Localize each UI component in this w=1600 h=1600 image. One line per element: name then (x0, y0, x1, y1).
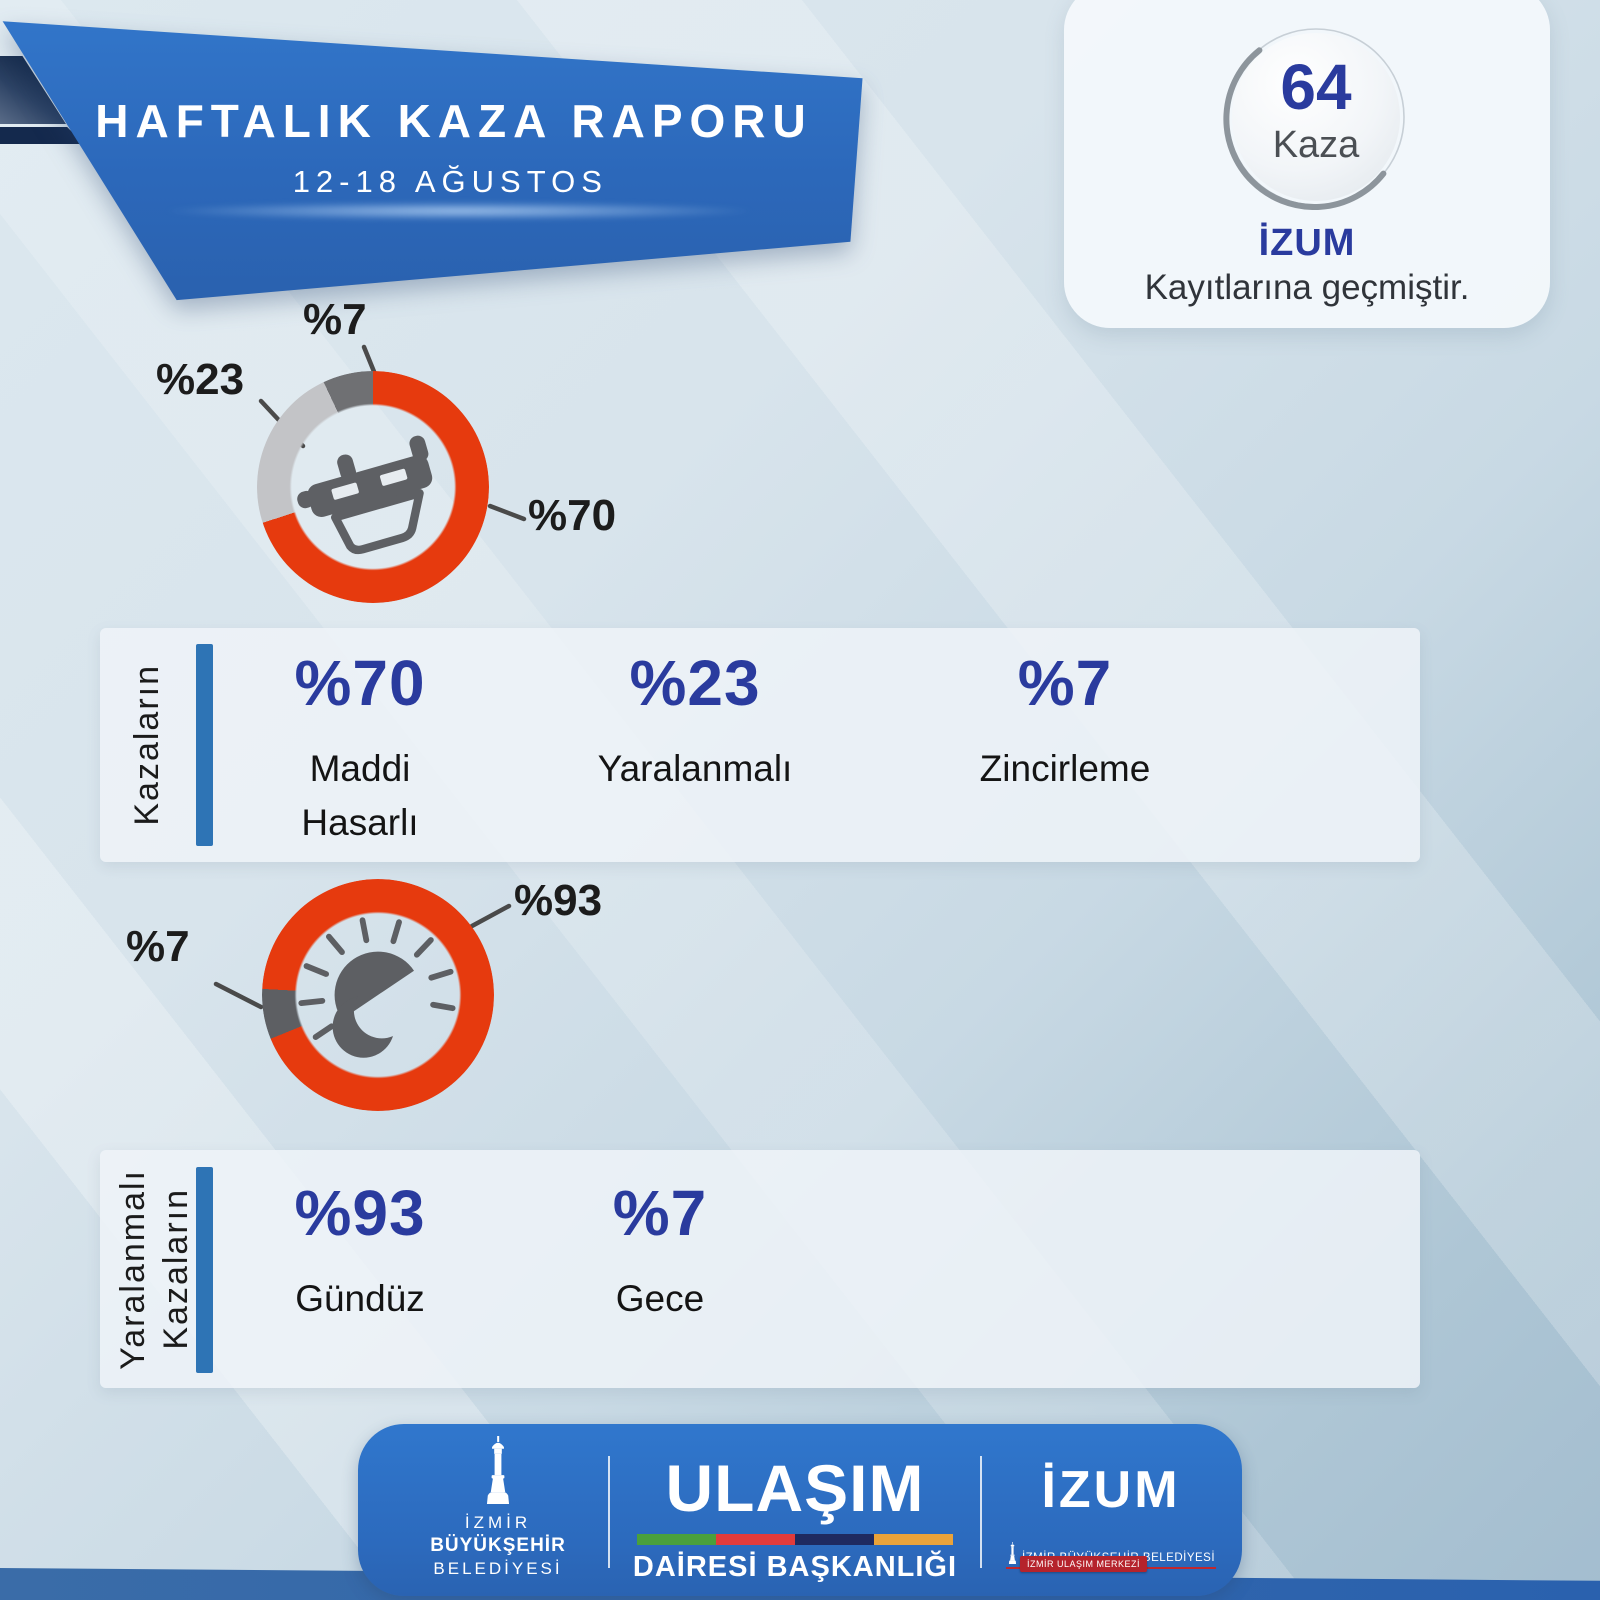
footer-logo-bar: İZMİR BÜYÜKŞEHİR BELEDİYESİ ULAŞIM DAİRE… (358, 1424, 1242, 1596)
panel2-side-label-line2: Kazaların (157, 1188, 195, 1350)
header-banner: HAFTALIK KAZA RAPORU 12-18 AĞUSTOS (0, 14, 866, 306)
dept-title: ULAŞIM (665, 1451, 925, 1525)
summary-card: 64 Kaza İZUM Kayıtlarına geçmiştir. (1064, 0, 1550, 328)
bar-segment-gold (874, 1534, 954, 1545)
accident-count-unit: Kaza (1272, 124, 1360, 166)
stat-value: %7 (612, 1177, 708, 1249)
callout-gece-pct: %7 (126, 922, 190, 971)
stat-value: %70 (294, 647, 426, 719)
clock-tower-icon (1008, 1542, 1017, 1564)
bar-segment-green (636, 1534, 716, 1545)
panel1-side-label: Kazaların (128, 664, 166, 826)
stat-label-line: Hasarlı (301, 801, 419, 843)
crescent-moon-shape (332, 995, 395, 1058)
accident-count: 64 (1280, 51, 1352, 123)
day-night-donut-chart: %7 %93 (110, 860, 730, 1160)
stat-yaralanmali: %23 Yaralanmalı (530, 646, 860, 796)
muni-line-belediyesi: BELEDİYESİ (433, 1559, 563, 1578)
header-banner-shape: HAFTALIK KAZA RAPORU 12-18 AĞUSTOS (2, 21, 863, 301)
report-date-range: 12-18 AĞUSTOS (292, 164, 608, 199)
stat-value: %93 (294, 1177, 426, 1249)
dept-color-bar (636, 1534, 954, 1545)
izmir-municipality-logo: İZMİR BÜYÜKŞEHİR BELEDİYESİ (418, 1436, 578, 1579)
muni-line-izmir: İZMİR (464, 1513, 532, 1532)
callout-zincirleme-pct: %7 (303, 295, 367, 344)
stat-gece: %7 Gece (540, 1176, 780, 1326)
izum-org-label: İZUM (1258, 222, 1356, 264)
stat-value: %23 (629, 647, 761, 719)
callout-maddi-hasarli-pct: %70 (528, 491, 617, 540)
stat-gunduz: %93 Gündüz (250, 1176, 470, 1326)
bar-segment-red (715, 1534, 795, 1545)
footer-divider (980, 1456, 982, 1568)
stat-label-line: Gündüz (295, 1278, 425, 1319)
stat-maddi-hasarli: %70 Maddi Hasarlı (250, 646, 470, 849)
records-note: Kayıtlarına geçmiştir. (1144, 268, 1470, 307)
panel1-accent-bar (196, 644, 213, 846)
panel2-accent-bar (196, 1167, 213, 1373)
accident-count-badge (1232, 33, 1400, 201)
page-title: HAFTALIK KAZA RAPORU (95, 95, 813, 147)
stat-label: Gece (540, 1272, 780, 1326)
stat-label: Zincirleme (900, 742, 1230, 796)
stat-label: Maddi Hasarlı (250, 742, 470, 849)
footer-divider (608, 1456, 610, 1568)
day-night-icon (298, 917, 456, 1058)
izum-badge: İZMİR ULAŞIM MERKEZİ (1020, 1556, 1148, 1572)
stat-label: Yaralanmalı (530, 742, 860, 796)
izum-logo: İZUM İZMİR ULAŞIM MERKEZİ İZMİR BÜYÜKŞEH… (1006, 1460, 1216, 1572)
bar-segment-navy (795, 1534, 875, 1545)
banner-light-streak (164, 202, 754, 220)
callout-gunduz-pct: %93 (514, 876, 603, 925)
panel2-side-label-line1: Yaralanmalı (114, 1168, 152, 1370)
accident-type-donut-chart: %7 %23 %70 (140, 295, 720, 625)
clock-tower-icon (486, 1436, 510, 1504)
dept-subtitle: DAİRESİ BAŞKANLIĞI (632, 1551, 958, 1583)
stat-label-line: Zincirleme (979, 748, 1151, 789)
ribbon-fold-accent-bottom (0, 127, 84, 144)
stat-label-line: Maddi (309, 748, 411, 789)
stat-label-line: Gece (615, 1278, 705, 1319)
accident-type-stats-panel: Kazaların %70 Maddi Hasarlı %23 Yaralanm… (100, 628, 1420, 862)
badge-ring-arc-icon (1223, 28, 1405, 210)
transport-department-logo: ULAŞIM DAİRESİ BAŞKANLIĞI (630, 1450, 960, 1584)
stat-label: Gündüz (250, 1272, 470, 1326)
day-night-stats-panel: Yaralanmalı Kazaların %93 Gündüz %7 Gece (100, 1150, 1420, 1388)
stat-value: %7 (1017, 647, 1113, 719)
stat-label-line: Yaralanmalı (597, 748, 793, 789)
muni-line-buyuksehir: BÜYÜKŞEHİR (430, 1535, 566, 1556)
izum-wordmark: İZUM (1041, 1461, 1181, 1519)
overturned-car-icon (297, 435, 433, 555)
stat-zincirleme: %7 Zincirleme (900, 646, 1230, 796)
callout-yaralanmali-pct: %23 (156, 355, 245, 404)
